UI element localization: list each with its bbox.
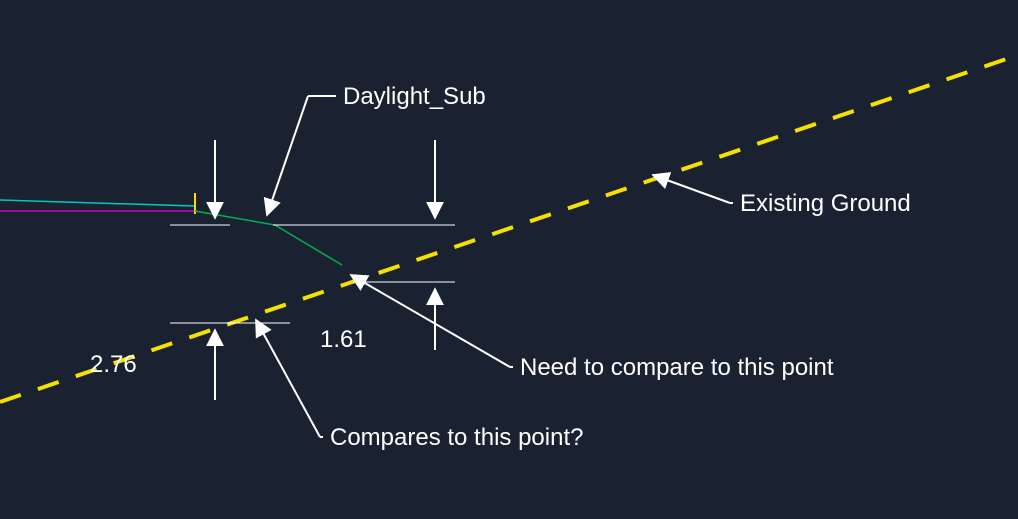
daylight-sub-label: Daylight_Sub (343, 83, 486, 110)
leader-compares-to: Compares to this point? (256, 320, 583, 451)
cyan-line (0, 200, 195, 206)
existing-ground-line (0, 55, 1018, 402)
green-seg-1 (195, 211, 275, 225)
existing-ground-label: Existing Ground (740, 190, 911, 217)
green-seg-2 (275, 225, 342, 265)
dim-value-right: 1.61 (320, 326, 367, 353)
dim-value-left: 2.76 (90, 351, 137, 378)
leader-existing-ground: Existing Ground (653, 175, 911, 217)
leader-daylight-sub: Daylight_Sub (267, 83, 486, 215)
compares-to-label: Compares to this point? (330, 424, 583, 451)
leader-need-compare: Need to compare to this point (351, 275, 834, 381)
need-compare-label: Need to compare to this point (520, 354, 834, 381)
